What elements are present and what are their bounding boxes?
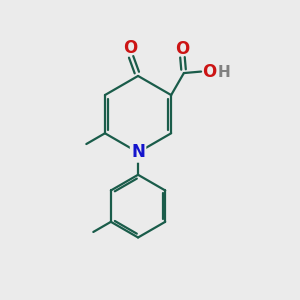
- Text: O: O: [123, 39, 137, 57]
- Text: N: N: [131, 143, 145, 161]
- Text: O: O: [175, 40, 189, 58]
- Text: H: H: [218, 65, 230, 80]
- Text: O: O: [202, 63, 217, 81]
